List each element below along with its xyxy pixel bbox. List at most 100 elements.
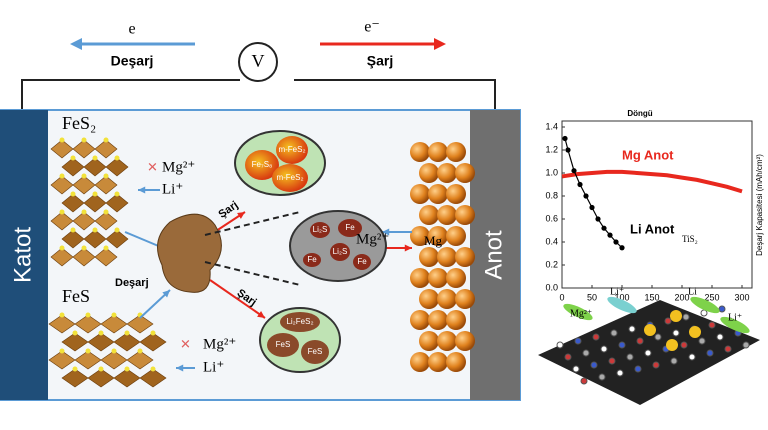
sulfur <box>98 366 104 372</box>
grain <box>303 253 321 267</box>
octahedron <box>48 314 76 334</box>
dash <box>204 211 301 236</box>
mg-atom <box>428 226 448 246</box>
octahedron <box>61 332 89 352</box>
point <box>595 216 601 222</box>
sulfur <box>59 348 65 354</box>
sulfur <box>92 155 98 161</box>
x-tick-label: 300 <box>734 292 749 302</box>
mg-atom <box>410 268 430 288</box>
mg-atom <box>419 205 439 225</box>
sulfur <box>72 366 78 372</box>
plot-frame <box>561 120 753 289</box>
y-tick-label: 1.4 <box>545 121 558 131</box>
point <box>571 168 577 174</box>
ion-trail <box>690 296 720 314</box>
x-tick-label: 200 <box>674 292 689 302</box>
octahedron <box>126 314 154 334</box>
particle-label: m-FeS₂ <box>276 173 303 182</box>
octahedron <box>87 368 115 388</box>
sulfur <box>137 348 143 354</box>
sulfur <box>114 227 120 233</box>
arrow-head <box>176 364 184 372</box>
mg-atom <box>437 205 457 225</box>
point <box>577 181 583 188</box>
grain <box>276 136 308 164</box>
lattice-node <box>718 305 726 313</box>
mg-atom <box>410 310 430 330</box>
label: FeS₂ <box>62 113 96 133</box>
sulfur <box>81 137 87 143</box>
sulfur <box>81 173 87 179</box>
anode <box>470 110 520 400</box>
blocked-mark: ✕ <box>147 159 158 174</box>
lattice-node <box>618 341 626 349</box>
octahedron <box>94 175 118 195</box>
voltmeter-label: V <box>252 51 265 71</box>
lattice-node <box>742 341 750 349</box>
ion-label: Mg²⁺ <box>570 308 592 319</box>
y-tick-label: 0.0 <box>545 282 558 292</box>
point <box>562 135 568 142</box>
lattice-node <box>680 341 688 349</box>
lattice-node <box>610 329 618 337</box>
octahedron <box>113 332 141 352</box>
sulfur <box>150 366 156 372</box>
y-tick-label: 1.0 <box>545 167 558 177</box>
label: Mg²⁺ <box>356 231 389 247</box>
ion <box>666 339 678 351</box>
sulfur <box>103 245 109 251</box>
point <box>601 225 607 231</box>
sulfur <box>70 191 76 197</box>
blocked-mark: ✕ <box>180 336 191 351</box>
ion <box>689 326 701 338</box>
octahedron <box>61 229 85 249</box>
mg-atom <box>446 310 466 330</box>
mg-atom <box>410 352 430 372</box>
particle-label: Fe <box>307 255 317 264</box>
sulfur <box>70 155 76 161</box>
cathode <box>0 110 48 400</box>
dash <box>204 261 301 286</box>
series-label: Mg Anot <box>622 147 674 162</box>
discharge-label: Deşarj <box>111 53 154 69</box>
octahedron <box>94 247 118 267</box>
octahedron <box>87 332 115 352</box>
grain <box>245 150 279 180</box>
lattice-node <box>616 369 624 377</box>
octahedron <box>74 350 102 370</box>
arrow-head <box>138 186 146 194</box>
ion-trail <box>563 303 593 321</box>
lattice-node <box>628 325 636 333</box>
octahedron <box>83 157 107 177</box>
particle-label: Fe <box>345 223 355 232</box>
lattice-node <box>564 353 572 361</box>
sulfur <box>59 245 65 251</box>
cathode-label: Katot <box>9 227 36 283</box>
lattice-node <box>556 341 564 349</box>
arrow-head <box>237 212 245 219</box>
lattice-node <box>654 333 662 341</box>
x-tick-label: 100 <box>614 292 629 302</box>
sulfur <box>103 209 109 215</box>
wire <box>21 79 240 110</box>
octahedron <box>50 247 74 267</box>
mg-atom <box>419 289 439 309</box>
lattice-node <box>644 349 652 357</box>
sulfur <box>150 330 156 336</box>
electron-label: e⁻ <box>364 19 380 36</box>
lattice-node <box>664 317 672 325</box>
mg-atom <box>446 142 466 162</box>
charge-label: Şarj <box>367 53 393 69</box>
sulfur <box>85 348 91 354</box>
lattice-node <box>592 333 600 341</box>
y-tick-label: 0.4 <box>545 236 558 246</box>
ion-trail <box>720 316 750 334</box>
ion <box>644 324 656 336</box>
point <box>607 232 613 238</box>
sulfur <box>81 245 87 251</box>
sulfur <box>124 366 130 372</box>
mg-atom <box>419 247 439 267</box>
